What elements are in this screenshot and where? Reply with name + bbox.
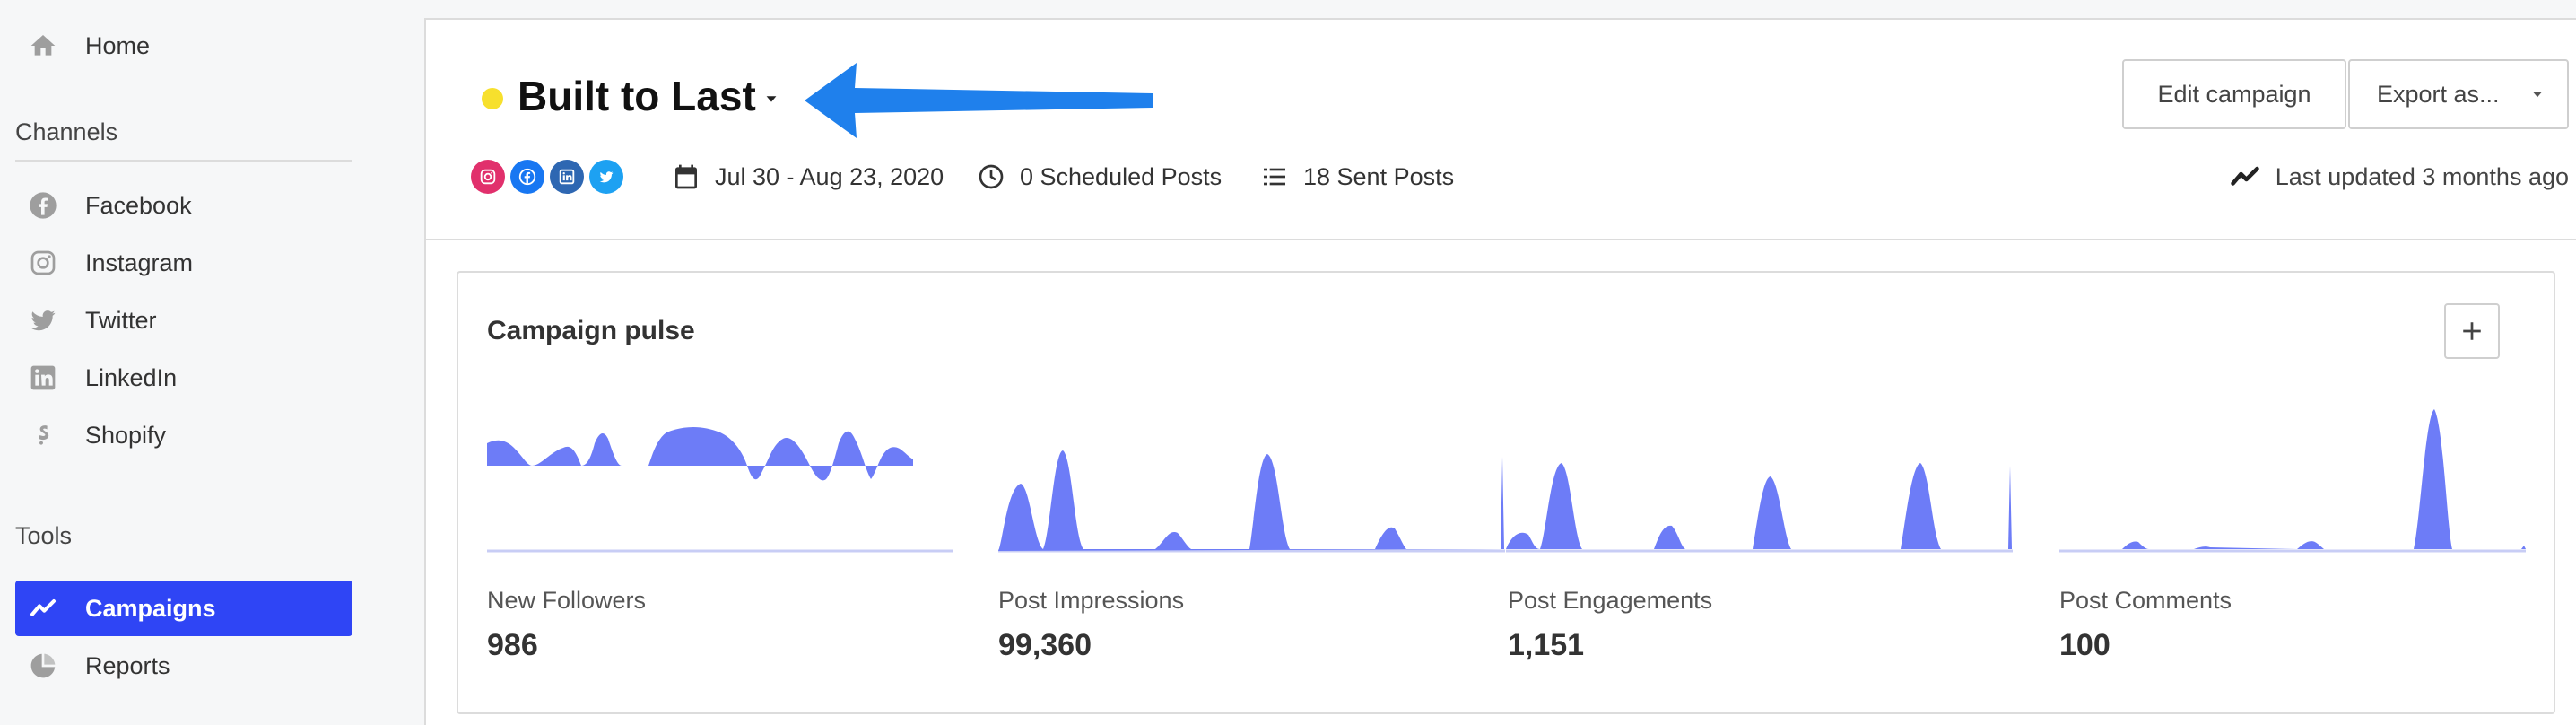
export-caret-icon [2529,86,2546,102]
scheduled-posts: 0 Scheduled Posts [977,154,1222,199]
status-dot [482,88,503,109]
edit-campaign-button[interactable]: Edit campaign [2122,59,2346,129]
post-engagements-sparkline [1506,463,2013,553]
sidebar-item-label: Twitter [85,306,157,334]
facebook-badge-icon[interactable] [510,160,544,194]
metric-label-post-engagements: Post Engagements [1508,587,1713,614]
sidebar-item-label: Facebook [85,191,192,219]
sidebar-item-label: Reports [85,651,170,679]
sent-posts-text: 18 Sent Posts [1303,162,1455,190]
list-icon [1264,168,1285,186]
facebook-icon [28,190,58,221]
sidebar-item-reports[interactable]: Reports [15,638,352,694]
metric-value-new-followers: 986 [487,628,538,662]
export-as-label: Export as... [2377,80,2500,108]
campaign-pulse-title: Campaign pulse [487,316,695,345]
trend-icon [2231,166,2259,186]
metric-value-post-impressions: 99,360 [998,628,1092,662]
campaigns-icon [28,593,58,624]
campaign-meta-row: Jul 30 - Aug 23, 2020 0 Scheduled Posts … [426,154,2576,208]
channels-section-title: Channels [15,118,118,145]
linkedin-icon [28,362,58,393]
last-updated-text: Last updated 3 months ago [2275,162,2569,190]
sidebar-item-home[interactable]: Home [15,18,352,74]
sent-posts: 18 Sent Posts [1260,154,1454,199]
new-followers-sparkline [487,427,953,553]
twitter-badge-icon[interactable] [589,160,623,194]
sidebar-item-instagram[interactable]: Instagram [15,235,352,291]
campaign-title[interactable]: Built to Last [518,73,756,119]
sidebar-item-label: Campaigns [85,594,216,622]
shopify-icon [28,420,58,450]
scheduled-posts-text: 0 Scheduled Posts [1020,162,1223,190]
sidebar-item-twitter[interactable]: Twitter [15,293,352,348]
metric-value-post-comments: 100 [2059,628,2110,662]
sidebar-item-label: Home [85,31,151,59]
post-comments-sparkline [2059,409,2526,553]
twitter-icon [28,305,58,336]
main-content: Built to Last Edit campaign Export as... [424,18,2576,725]
instagram-icon [28,248,58,278]
sidebar-item-linkedin[interactable]: LinkedIn [15,350,352,406]
tools-section-title: Tools [15,522,73,549]
calendar-icon [675,164,697,189]
annotation-arrow [805,63,1153,138]
reports-icon [28,651,58,681]
export-as-button[interactable]: Export as... [2348,59,2569,129]
sidebar-item-shopify[interactable]: Shopify [15,407,352,463]
instagram-badge-icon[interactable] [471,160,505,194]
sidebar-item-campaigns[interactable]: Campaigns [15,581,352,636]
metric-label-post-impressions: Post Impressions [998,587,1185,614]
sidebar-item-label: Shopify [85,421,167,449]
date-range-text: Jul 30 - Aug 23, 2020 [715,162,944,190]
clock-icon [979,164,1004,189]
sidebar-item-label: Instagram [85,249,194,276]
metric-label-new-followers: New Followers [487,587,647,614]
home-icon [28,31,58,61]
metric-value-post-engagements: 1,151 [1508,628,1585,662]
campaign-pulse-card: Campaign pulse [457,271,2555,714]
metric-label-post-comments: Post Comments [2059,587,2232,614]
sidebar-item-label: LinkedIn [85,363,178,391]
channels-divider [15,160,352,162]
sidebar-item-facebook[interactable]: Facebook [15,178,352,233]
plus-icon [2463,322,2481,340]
linkedin-badge-icon[interactable] [550,160,584,194]
last-updated: Last updated 3 months ago [2229,154,2569,199]
add-widget-button[interactable] [2444,303,2500,359]
campaign-header: Built to Last Edit campaign Export as... [426,20,2576,240]
title-dropdown-caret-icon[interactable] [762,90,780,108]
sidebar: Home Channels Facebook Instagram Twitter [0,0,422,725]
date-range: Jul 30 - Aug 23, 2020 [672,154,944,199]
post-impressions-sparkline [998,450,1505,553]
